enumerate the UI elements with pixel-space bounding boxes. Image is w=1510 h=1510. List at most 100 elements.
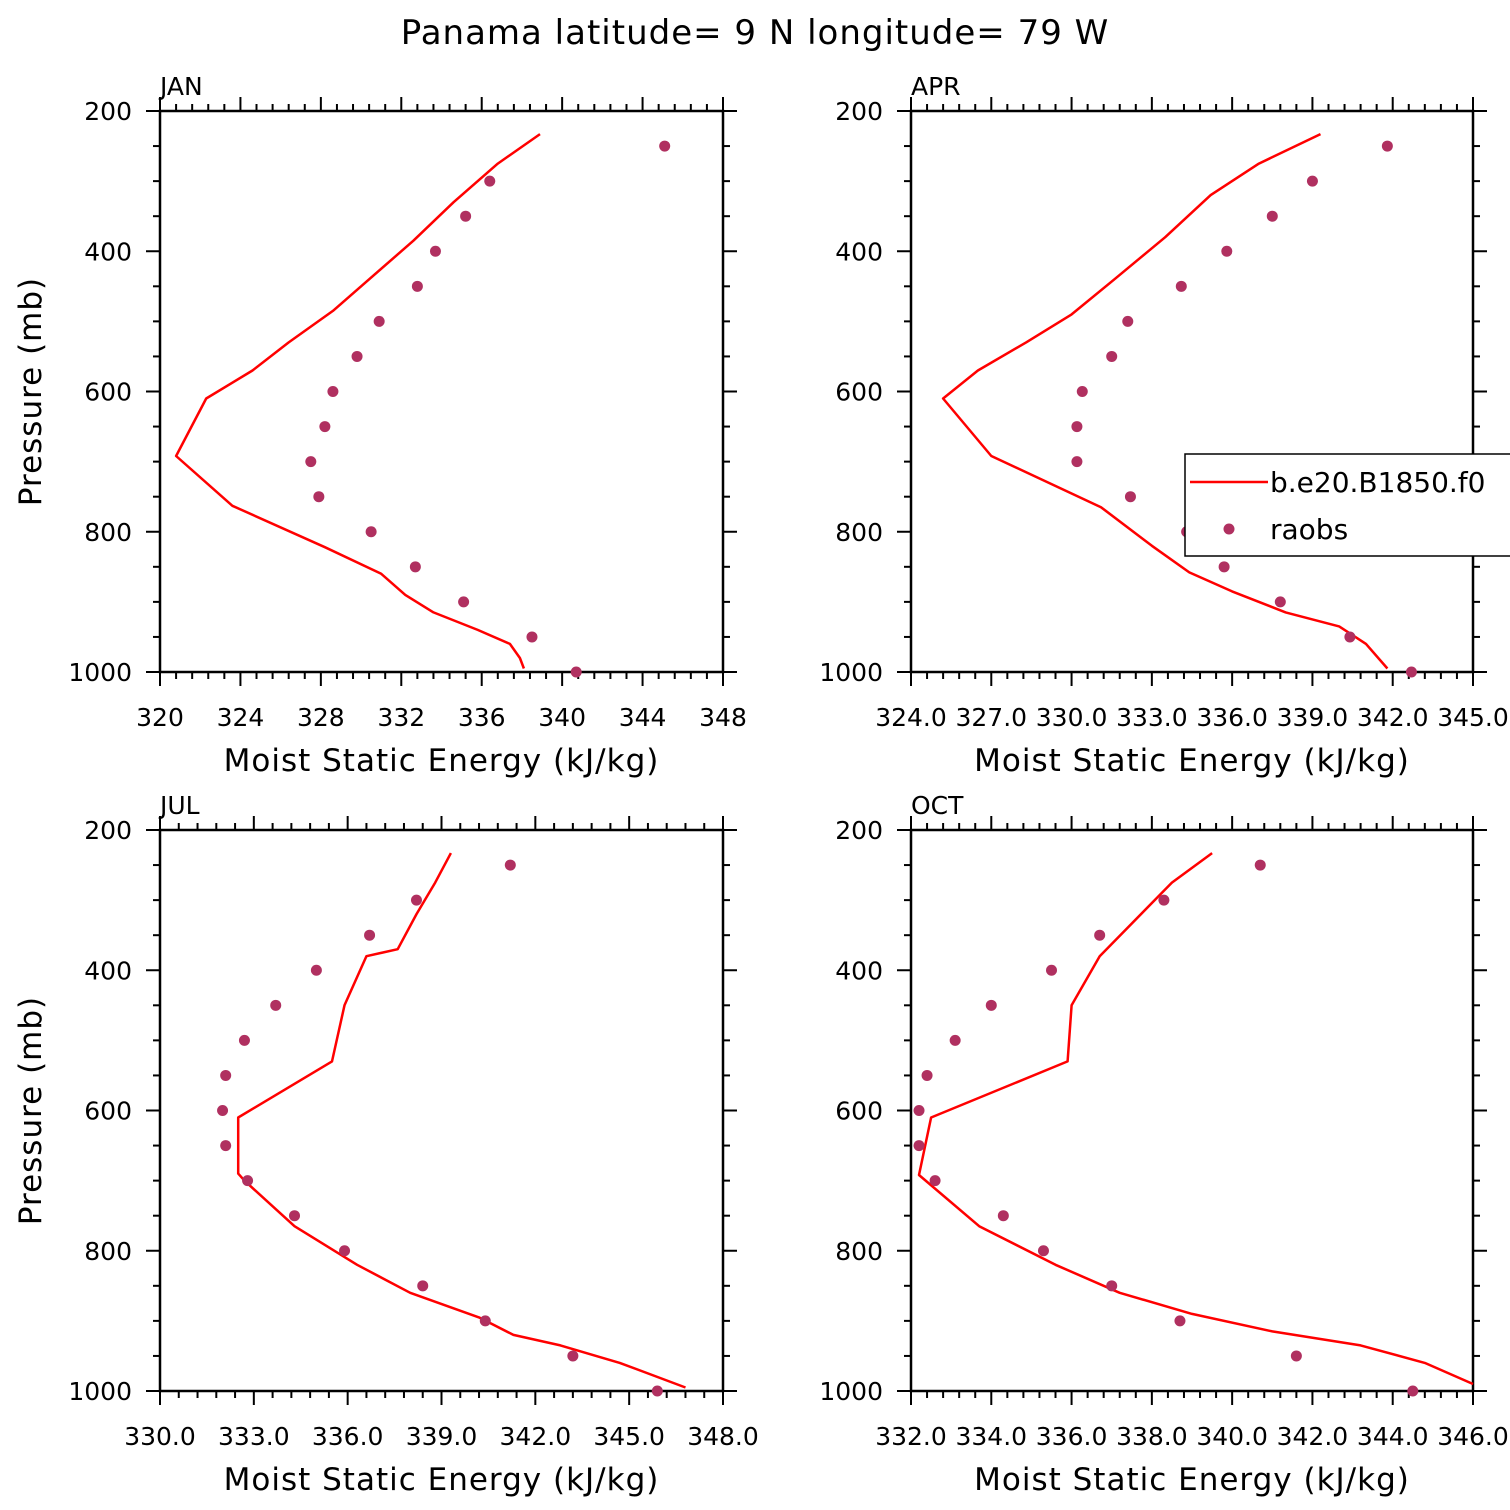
x-tick-label: 336 [458,703,506,732]
x-tick-label: 340.0 [1196,1422,1268,1451]
x-tick-label: 344.0 [1357,1422,1429,1451]
x-tick-label: 338.0 [1116,1422,1188,1451]
plot-frame [158,828,725,1393]
x-tick-label: 332 [377,703,425,732]
model-line [236,852,686,1389]
raobs-point [220,1069,232,1081]
y-tick-label: 400 [835,237,883,266]
x-tick-label: 332.0 [875,1422,947,1451]
y-tick-label: 200 [835,816,883,845]
x-tick-label: 348.0 [687,1422,759,1451]
raobs-point [417,1280,429,1292]
y-tick-label: 1000 [68,1377,132,1406]
x-tick-label: 345.0 [1437,703,1509,732]
y-tick-label: 800 [835,1237,883,1266]
plot-frame [158,109,725,674]
raobs-point [1254,859,1266,871]
raobs-point [1306,175,1318,187]
y-tick-label: 400 [84,956,132,985]
raobs-point [504,859,516,871]
raobs-point [365,526,377,538]
raobs-point [1174,1315,1186,1327]
raobs-point [339,1245,351,1257]
x-tick-label: 340 [538,703,586,732]
x-tick-label: 336.0 [312,1422,384,1451]
raobs-point [659,140,671,152]
x-tick-label: 324 [217,703,265,732]
x-tick-label: 324.0 [875,703,947,732]
plot-frame [909,109,1475,674]
raobs-point [913,1105,925,1116]
panel-title: JAN [158,72,203,101]
figure-title: Panama latitude= 9 N longitude= 79 W [401,13,1110,53]
panel-title: OCT [911,791,964,820]
y-axis-label: Pressure (mb) [13,277,49,506]
raobs-point [1175,280,1187,292]
x-tick-label: 342.0 [1277,1422,1349,1451]
raobs-point [949,1034,961,1046]
plot-frame [909,828,1475,1393]
raobs-point [411,280,423,292]
x-tick-label: 334.0 [955,1422,1027,1451]
x-tick-label: 342.0 [1357,703,1429,732]
y-tick-label: 200 [84,816,132,845]
y-tick-label: 400 [835,956,883,985]
x-tick-label: 336.0 [1196,703,1268,732]
x-tick-label: 328 [297,703,345,732]
raobs-point [217,1105,229,1116]
raobs-point [1290,1350,1302,1362]
x-tick-label: 333.0 [1116,703,1188,732]
raobs-point [567,1350,579,1362]
raobs-point [1344,631,1356,643]
x-ticks: 332.0 334.0 336.0 338.0 340.0 342.0 344.0 346.0 [875,816,1509,1451]
raobs-point [651,1385,663,1397]
y-tick-label: 800 [84,518,132,547]
y-tick-label: 600 [84,378,132,407]
raobs-point [1218,561,1230,573]
raobs-points [1071,140,1417,678]
x-tick-label: 348 [699,703,747,732]
raobs-point [220,1140,232,1152]
raobs-point [1106,1280,1118,1292]
x-tick-label: 342.0 [500,1422,572,1451]
raobs-point [985,999,997,1011]
x-tick-label: 336.0 [1036,1422,1108,1451]
y-tick-label: 800 [835,518,883,547]
raobs-point [921,1069,933,1081]
raobs-point [305,456,317,468]
x-tick-label: 330.0 [124,1422,196,1451]
x-tick-label: 345.0 [593,1422,665,1451]
raobs-point [460,210,472,222]
raobs-point [1094,929,1106,941]
raobs-point [242,1175,254,1187]
legend-dot-swatch [1223,523,1235,535]
raobs-point [484,175,496,187]
raobs-point [1071,421,1083,433]
raobs-point [458,596,470,608]
raobs-point [1076,386,1088,397]
x-axis-label: Moist Static Energy (kJ/kg) [224,1462,660,1498]
raobs-points [913,859,1419,1397]
model-line [174,133,541,669]
raobs-point [570,666,582,678]
x-tick-label: 339.0 [1277,703,1349,732]
y-tick-label: 1000 [819,1377,883,1406]
raobs-point [288,1210,300,1222]
raobs-point [1381,140,1393,152]
raobs-point [526,631,538,643]
raobs-point [1046,964,1057,976]
raobs-points [305,140,671,678]
y-tick-label: 600 [835,378,883,407]
raobs-point [429,245,441,257]
x-tick-label: 346.0 [1437,1422,1509,1451]
raobs-point [313,491,325,503]
raobs-point [997,1210,1009,1222]
x-tick-label: 330.0 [1036,703,1108,732]
x-tick-label: 333.0 [218,1422,290,1451]
raobs-point [238,1034,250,1046]
x-tick-label: 327.0 [955,703,1027,732]
raobs-point [351,350,363,362]
raobs-point [1405,666,1417,678]
